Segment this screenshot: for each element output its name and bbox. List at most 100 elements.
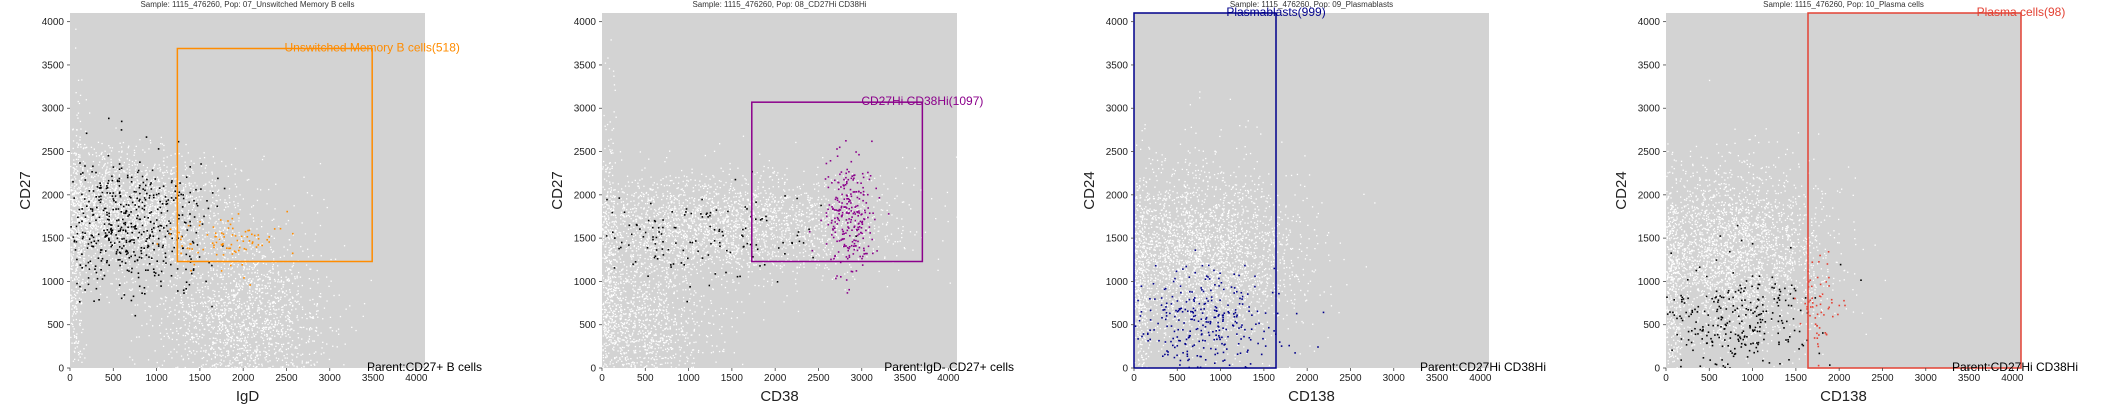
point-background-362 <box>693 246 695 249</box>
point-background-1415 <box>179 277 181 279</box>
point-background-3452 <box>243 358 245 360</box>
point-background-1328 <box>181 209 183 211</box>
point-background-873 <box>86 231 88 233</box>
point-background-2243 <box>237 307 239 309</box>
point-background-3641 <box>79 220 81 222</box>
point-background-706 <box>150 180 152 182</box>
point-background-2214 <box>243 319 245 321</box>
point-background-1250 <box>142 234 144 236</box>
point-background-782 <box>94 195 96 197</box>
point-parent-217 <box>106 260 108 262</box>
point-background-3363 <box>220 355 222 357</box>
point-background-275 <box>692 190 694 193</box>
point-background-311 <box>602 215 604 218</box>
point-parent-247 <box>110 224 112 226</box>
point-background-1923 <box>161 204 163 207</box>
point-background-3225 <box>256 326 258 328</box>
point-background-1097 <box>100 217 102 219</box>
point-parent-333 <box>118 241 121 243</box>
point-background-3354 <box>266 326 268 328</box>
point-background-1202 <box>158 248 160 250</box>
point-background-3584 <box>76 114 78 116</box>
point-background-594 <box>124 194 127 196</box>
point-background-3446 <box>209 282 212 284</box>
point-background-3196 <box>208 308 210 310</box>
point-background-3320 <box>197 230 199 233</box>
point-background-3429 <box>202 305 204 307</box>
point-background-938 <box>117 235 120 237</box>
point-background-3458 <box>264 305 266 307</box>
point-background-1658 <box>70 203 72 206</box>
point-parent-356 <box>117 208 120 210</box>
point-background-152 <box>93 211 95 213</box>
point-background-3474 <box>266 318 269 320</box>
point-background-2054 <box>268 345 270 348</box>
point-background-3799 <box>72 237 74 239</box>
point-background-2653 <box>227 268 230 270</box>
point-background-2780 <box>201 322 203 325</box>
point-parent-473 <box>123 212 125 214</box>
point-background-2159 <box>220 247 222 249</box>
point-background-1433 <box>180 241 183 243</box>
point-background-8 <box>783 183 786 185</box>
point-background-145 <box>154 206 156 208</box>
point-parent-303 <box>145 240 147 242</box>
point-background-2385 <box>260 292 263 294</box>
point-background-2995 <box>242 263 244 265</box>
point-background-1767 <box>188 216 191 218</box>
point-background-2552 <box>335 330 338 332</box>
point-background-2856 <box>239 274 241 276</box>
point-background-742 <box>177 263 179 265</box>
point-background-196 <box>82 166 84 169</box>
point-background-2946 <box>296 356 298 358</box>
point-background-3070 <box>137 304 139 306</box>
point-background-135 <box>163 188 165 190</box>
point-background-493 <box>131 194 133 196</box>
point-background-3 <box>881 194 883 196</box>
point-background-1874 <box>95 210 97 213</box>
point-background-393 <box>741 207 743 210</box>
point-parent-239 <box>151 257 153 259</box>
point-background-1104 <box>188 203 190 205</box>
point-background-3061 <box>213 342 215 344</box>
point-background-2235 <box>326 343 328 345</box>
point-background-1478 <box>109 234 111 236</box>
point-background-1759 <box>175 272 178 274</box>
point-background-2589 <box>243 310 245 312</box>
point-parent-79 <box>121 247 123 250</box>
point-background-694 <box>172 218 175 221</box>
point-background-3368 <box>337 328 340 330</box>
point-background-460 <box>775 224 778 227</box>
point-parent-62 <box>183 221 186 223</box>
point-background-1031 <box>97 219 99 222</box>
x-axis: 0 500 1000 1500 2000 2500 3000 3500 4000 <box>67 368 428 384</box>
point-background-323 <box>682 194 685 196</box>
point-background-130 <box>115 250 117 252</box>
point-background-601 <box>99 219 102 221</box>
point-background-1593 <box>211 185 213 187</box>
point-parent-457 <box>139 161 141 163</box>
point-background-2366 <box>188 303 190 306</box>
point-background-734 <box>191 199 193 201</box>
point-background-229 <box>78 186 80 188</box>
point-background-3668 <box>71 257 74 259</box>
point-background-2729 <box>317 310 319 312</box>
point-background-82 <box>825 213 827 215</box>
point-background-2078 <box>282 311 284 313</box>
point-background-1438 <box>90 229 92 232</box>
point-background-3556 <box>85 130 87 132</box>
point-gated-35 <box>191 248 193 250</box>
point-background-783 <box>161 198 163 201</box>
point-background-735 <box>237 202 239 205</box>
point-background-2218 <box>267 353 269 355</box>
point-parent-404 <box>79 301 81 303</box>
point-background-1549 <box>80 128 82 130</box>
point-background-2717 <box>222 278 224 281</box>
point-background-1625 <box>91 189 93 191</box>
point-background-377 <box>665 239 667 242</box>
point-parent-338 <box>177 290 179 292</box>
point-background-780 <box>105 238 107 240</box>
point-background-3581 <box>75 184 77 186</box>
point-background-497 <box>667 267 670 269</box>
point-gated-59 <box>181 245 183 247</box>
